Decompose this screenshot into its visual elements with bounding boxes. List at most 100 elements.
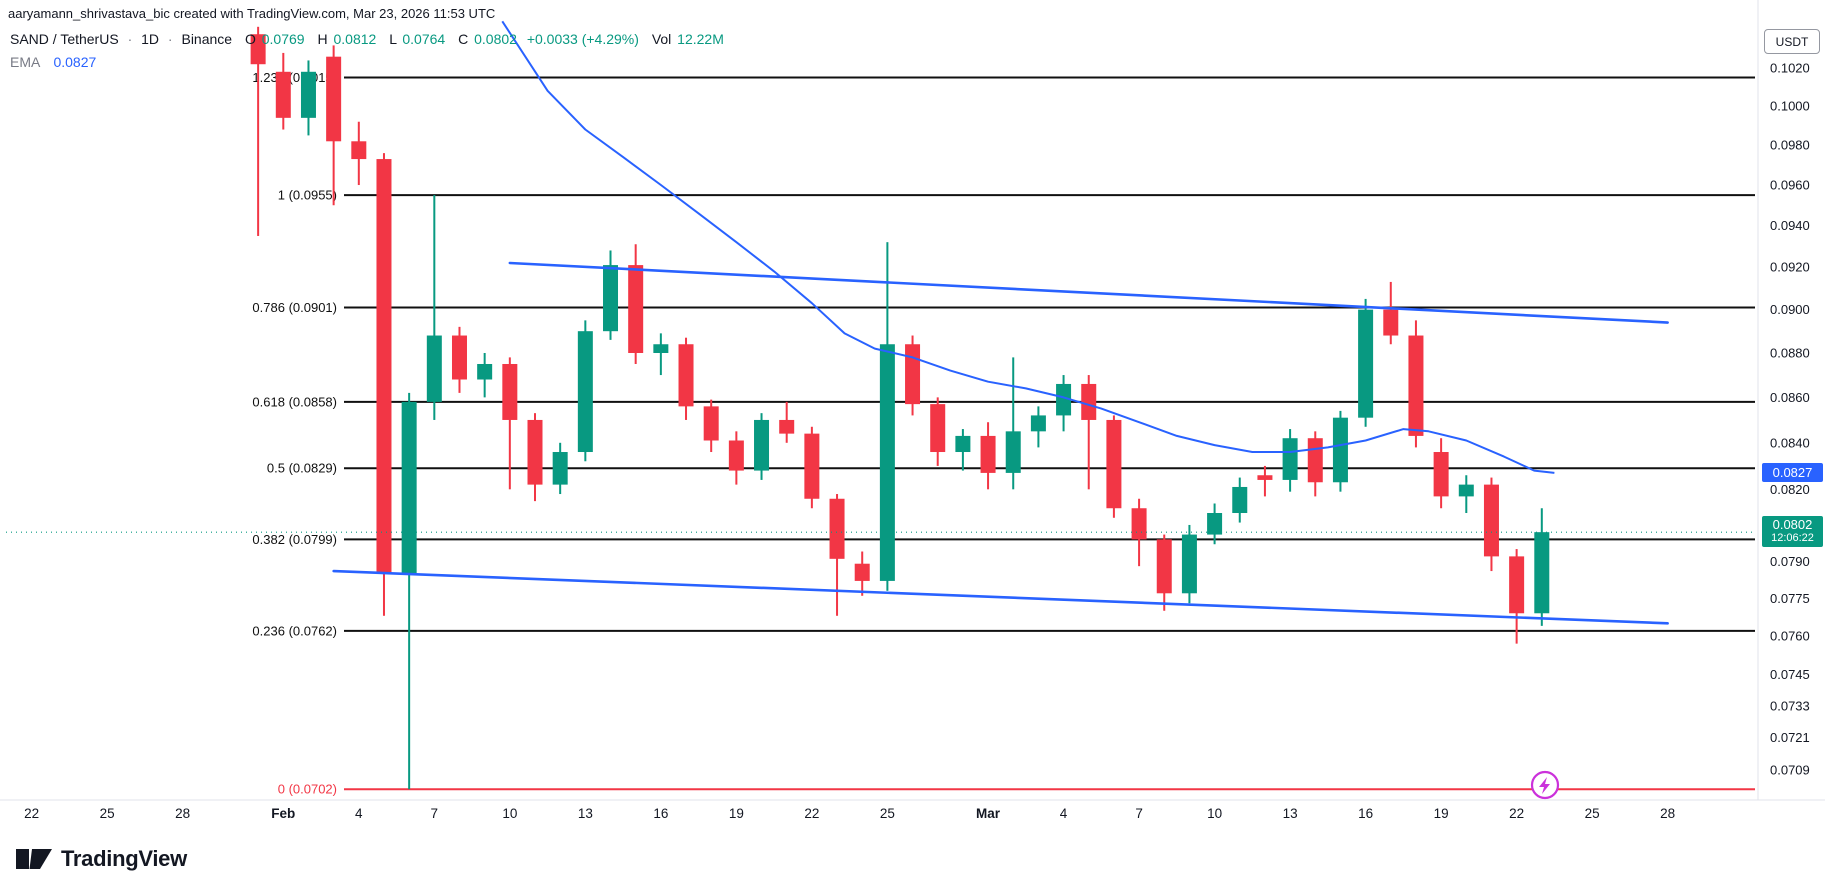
candle-wick xyxy=(1012,357,1015,490)
time-axis-label: 28 xyxy=(175,806,190,821)
bar-countdown: 12:06:22 xyxy=(1771,532,1814,545)
close-label: C xyxy=(458,31,469,47)
fib-level-label: 1.236 (0.1015) xyxy=(252,70,337,85)
tradingview-logo-text: TradingView xyxy=(61,846,187,871)
fib-level-label: 0.236 (0.0762) xyxy=(252,623,337,638)
time-axis-label: 25 xyxy=(100,806,115,821)
separator-dot: · xyxy=(167,31,173,47)
candle-body xyxy=(577,331,593,453)
candle-body xyxy=(502,363,518,420)
flash-reaction-button[interactable] xyxy=(1528,768,1562,802)
candle-body xyxy=(1433,452,1449,497)
candle-wick xyxy=(257,26,260,236)
price-axis-label: 0.1020 xyxy=(1770,61,1810,76)
time-axis-label: 10 xyxy=(1207,806,1222,821)
candle-body xyxy=(250,34,266,65)
interval-label[interactable]: 1D xyxy=(141,31,160,47)
time-axis[interactable]: 22 25 28 Feb 4 7 10 13 16 19 22 25 Mar 4 7 10 13 16 19 22 25… xyxy=(24,806,1675,821)
volume-value: 12.22M xyxy=(677,31,724,47)
lightning-bolt-icon xyxy=(1539,777,1550,794)
time-axis-label: 4 xyxy=(355,806,363,821)
change-value: +0.0033 (+4.29%) xyxy=(526,31,639,47)
price-axis-label: 0.0900 xyxy=(1770,302,1810,317)
candle-body xyxy=(678,344,694,407)
exchange-label[interactable]: Binance xyxy=(181,31,233,47)
price-axis-label: 0.0721 xyxy=(1770,730,1810,745)
low-label: L xyxy=(389,31,397,47)
candle-body xyxy=(1458,484,1474,497)
ema-polyline[interactable] xyxy=(501,20,1555,474)
candle-wick xyxy=(433,195,436,420)
currency-unit-button[interactable]: USDT xyxy=(1764,29,1820,54)
candle-body xyxy=(779,419,795,434)
candle-body xyxy=(1181,534,1197,594)
candle-body xyxy=(1332,417,1348,483)
candle-body xyxy=(804,433,820,499)
indicator-legend-row[interactable]: EMA 0.0827 xyxy=(10,54,96,70)
candle-body xyxy=(728,440,744,471)
price-axis-label: 0.0760 xyxy=(1770,629,1810,644)
last-price-badge: 0.0802 12:06:22 xyxy=(1762,516,1823,548)
low-value: 0.0764 xyxy=(402,31,446,47)
channel-lower-trendline[interactable] xyxy=(332,569,1669,625)
candle-body xyxy=(905,344,921,405)
time-axis-label: 10 xyxy=(502,806,517,821)
time-axis-label: Feb xyxy=(271,806,295,821)
price-axis-label: 0.0960 xyxy=(1770,178,1810,193)
candle-body xyxy=(829,498,845,559)
time-axis-label: 22 xyxy=(24,806,39,821)
candlestick-series xyxy=(250,26,1550,790)
candle-wick xyxy=(408,392,411,790)
candle-body xyxy=(275,71,291,118)
candle-body xyxy=(1056,383,1072,416)
price-axis-label: 0.0790 xyxy=(1770,554,1810,569)
close-value: 0.0802 xyxy=(474,31,517,47)
time-axis-label: 25 xyxy=(1585,806,1600,821)
ema-line[interactable] xyxy=(501,20,1555,474)
indicator-name: EMA xyxy=(10,54,40,70)
channel-upper-trendline[interactable] xyxy=(508,261,1669,324)
fib-level-label: 0.382 (0.0799) xyxy=(252,532,337,547)
candle-body xyxy=(1005,431,1021,473)
fib-retracement[interactable]: 1.236 (0.1015) 1 (0.0955) 0.786 (0.0901) 0.… xyxy=(252,70,1755,797)
ema-price-badge: 0.0827 xyxy=(1762,462,1823,482)
price-axis-label: 0.0733 xyxy=(1770,698,1810,713)
time-axis-label: Mar xyxy=(976,806,1001,821)
time-axis-label: 19 xyxy=(729,806,744,821)
candle-body xyxy=(1156,539,1172,594)
price-axis-label: 0.0775 xyxy=(1770,591,1810,606)
candle-body xyxy=(527,419,543,485)
candle-body xyxy=(401,401,417,574)
price-axis-label: 0.0860 xyxy=(1770,390,1810,405)
candle-body xyxy=(1358,309,1374,418)
candle-body xyxy=(980,435,996,473)
tradingview-logo[interactable]: TradingView xyxy=(16,845,187,873)
price-axis-label: 0.0940 xyxy=(1770,218,1810,233)
candle-body xyxy=(1081,383,1097,420)
time-axis-label: 13 xyxy=(578,806,593,821)
time-axis-label: 16 xyxy=(1358,806,1373,821)
candle-body xyxy=(1509,556,1525,614)
candle-body xyxy=(1232,486,1248,514)
high-value: 0.0812 xyxy=(333,31,377,47)
candle-body xyxy=(1106,419,1122,509)
time-axis-label: 19 xyxy=(1434,806,1449,821)
time-axis-label: 28 xyxy=(1660,806,1675,821)
trendline-channel[interactable] xyxy=(332,261,1669,625)
price-axis-label: 0.0709 xyxy=(1770,763,1810,778)
price-axis[interactable]: 0.1020 0.1000 0.0980 0.0960 0.0940 0.0920 0.09… xyxy=(1770,61,1810,778)
candle-wick xyxy=(508,357,511,490)
separator-dot: · xyxy=(127,31,133,47)
candle-body xyxy=(426,335,442,402)
candle-body xyxy=(451,335,467,380)
candle-body xyxy=(1408,335,1424,436)
candle-body xyxy=(1257,475,1273,480)
candle-body xyxy=(1207,513,1223,535)
symbol-title[interactable]: SAND / TetherUS xyxy=(10,31,119,47)
candle-body xyxy=(1307,438,1323,483)
price-axis-label: 0.0820 xyxy=(1770,482,1810,497)
ema-badge-value: 0.0827 xyxy=(1772,464,1813,480)
symbol-info-row: SAND / TetherUS · 1D · Binance O 0.0769 … xyxy=(10,31,724,47)
